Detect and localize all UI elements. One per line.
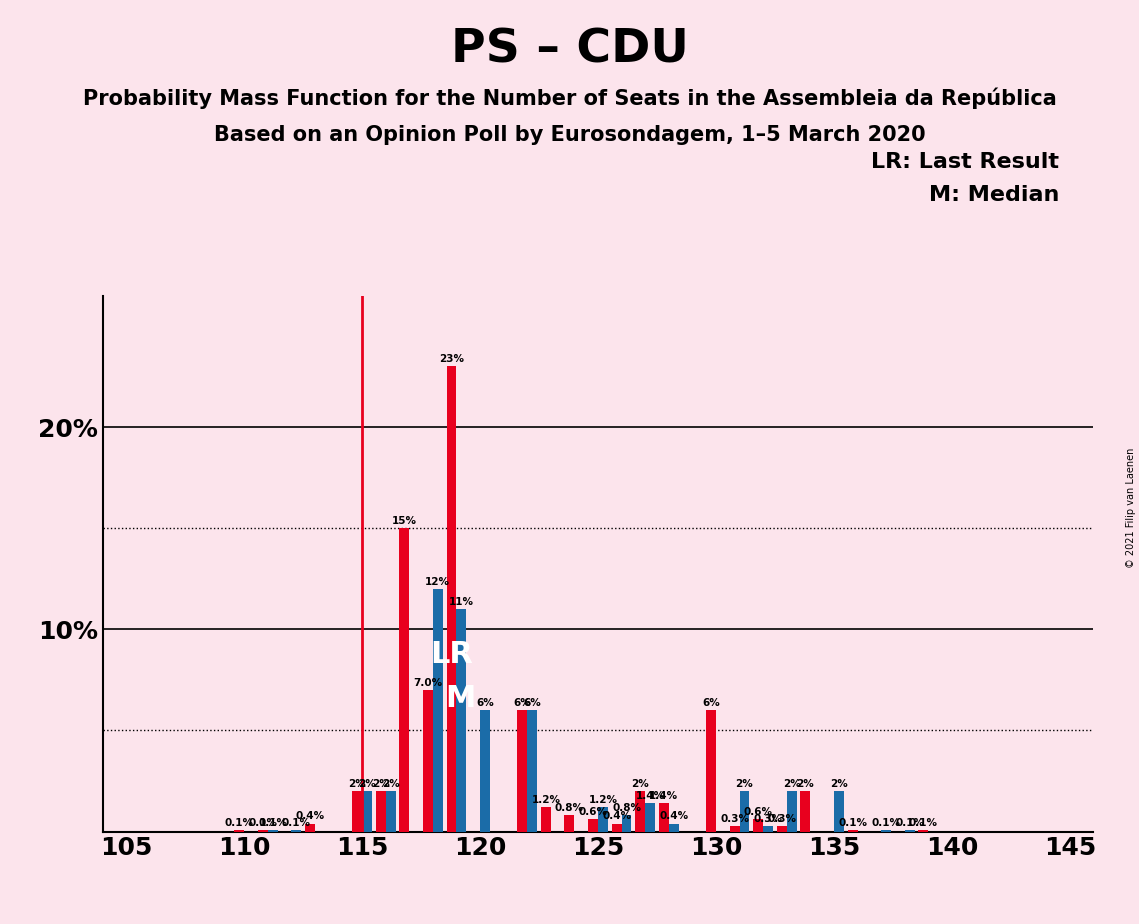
Text: 2%: 2%: [796, 779, 814, 789]
Text: 0.6%: 0.6%: [744, 808, 772, 818]
Text: 0.4%: 0.4%: [295, 811, 325, 821]
Text: 0.4%: 0.4%: [659, 811, 688, 821]
Bar: [801, 791, 810, 832]
Text: 0.6%: 0.6%: [579, 808, 607, 818]
Bar: [706, 711, 716, 832]
Text: 6%: 6%: [476, 699, 494, 708]
Text: 2%: 2%: [382, 779, 400, 789]
Text: 0.1%: 0.1%: [281, 818, 311, 828]
Bar: [918, 830, 928, 832]
Bar: [386, 791, 395, 832]
Text: 0.3%: 0.3%: [754, 813, 782, 823]
Bar: [622, 815, 631, 832]
Text: 0.1%: 0.1%: [909, 818, 937, 828]
Bar: [305, 823, 314, 832]
Text: 1.2%: 1.2%: [531, 796, 560, 806]
Text: 6%: 6%: [523, 699, 541, 708]
Text: M: Median: M: Median: [929, 185, 1059, 205]
Bar: [400, 529, 409, 832]
Text: 0.1%: 0.1%: [248, 818, 277, 828]
Text: 23%: 23%: [439, 355, 464, 364]
Bar: [565, 815, 574, 832]
Text: 2%: 2%: [358, 779, 376, 789]
Text: 6%: 6%: [702, 699, 720, 708]
Bar: [612, 823, 622, 832]
Bar: [527, 711, 538, 832]
Text: Based on an Opinion Poll by Eurosondagem, 1–5 March 2020: Based on an Opinion Poll by Eurosondagem…: [214, 125, 925, 145]
Text: 0.1%: 0.1%: [838, 818, 867, 828]
Text: © 2021 Filip van Laenen: © 2021 Filip van Laenen: [1126, 448, 1136, 568]
Text: 0.8%: 0.8%: [555, 803, 584, 813]
Text: 15%: 15%: [392, 517, 417, 527]
Bar: [834, 791, 844, 832]
Bar: [257, 830, 268, 832]
Bar: [268, 830, 278, 832]
Bar: [376, 791, 386, 832]
Text: M: M: [445, 684, 475, 712]
Bar: [480, 711, 490, 832]
Text: 2%: 2%: [371, 779, 390, 789]
Bar: [739, 791, 749, 832]
Bar: [753, 820, 763, 832]
Bar: [446, 367, 457, 832]
Bar: [352, 791, 362, 832]
Text: 1.2%: 1.2%: [589, 796, 617, 806]
Bar: [598, 808, 608, 832]
Text: 6%: 6%: [514, 699, 531, 708]
Text: LR: LR: [431, 640, 473, 669]
Bar: [541, 808, 551, 832]
Bar: [658, 803, 669, 832]
Bar: [777, 825, 787, 832]
Bar: [423, 690, 433, 832]
Text: 2%: 2%: [782, 779, 801, 789]
Text: 0.1%: 0.1%: [895, 818, 924, 828]
Text: 2%: 2%: [736, 779, 753, 789]
Bar: [904, 830, 915, 832]
Bar: [636, 791, 645, 832]
Bar: [457, 609, 466, 832]
Text: 1.4%: 1.4%: [649, 791, 679, 801]
Text: 0.3%: 0.3%: [768, 813, 796, 823]
Bar: [362, 791, 372, 832]
Bar: [847, 830, 858, 832]
Bar: [517, 711, 527, 832]
Text: 2%: 2%: [830, 779, 847, 789]
Text: 7.0%: 7.0%: [413, 678, 442, 688]
Text: 11%: 11%: [449, 597, 474, 607]
Bar: [588, 820, 598, 832]
Text: 2%: 2%: [631, 779, 649, 789]
Bar: [763, 825, 773, 832]
Bar: [292, 830, 301, 832]
Text: 0.4%: 0.4%: [603, 811, 631, 821]
Bar: [645, 803, 655, 832]
Text: 0.1%: 0.1%: [871, 818, 901, 828]
Text: 2%: 2%: [349, 779, 366, 789]
Text: Probability Mass Function for the Number of Seats in the Assembleia da República: Probability Mass Function for the Number…: [83, 88, 1056, 109]
Text: 0.8%: 0.8%: [612, 803, 641, 813]
Bar: [235, 830, 244, 832]
Text: 1.4%: 1.4%: [636, 791, 665, 801]
Text: LR: Last Result: LR: Last Result: [871, 152, 1059, 173]
Text: 0.1%: 0.1%: [259, 818, 287, 828]
Bar: [787, 791, 796, 832]
Text: 12%: 12%: [425, 577, 450, 587]
Bar: [882, 830, 891, 832]
Bar: [669, 823, 679, 832]
Text: 0.1%: 0.1%: [224, 818, 254, 828]
Text: 0.3%: 0.3%: [720, 813, 749, 823]
Bar: [730, 825, 739, 832]
Text: PS – CDU: PS – CDU: [451, 28, 688, 73]
Bar: [433, 589, 443, 832]
